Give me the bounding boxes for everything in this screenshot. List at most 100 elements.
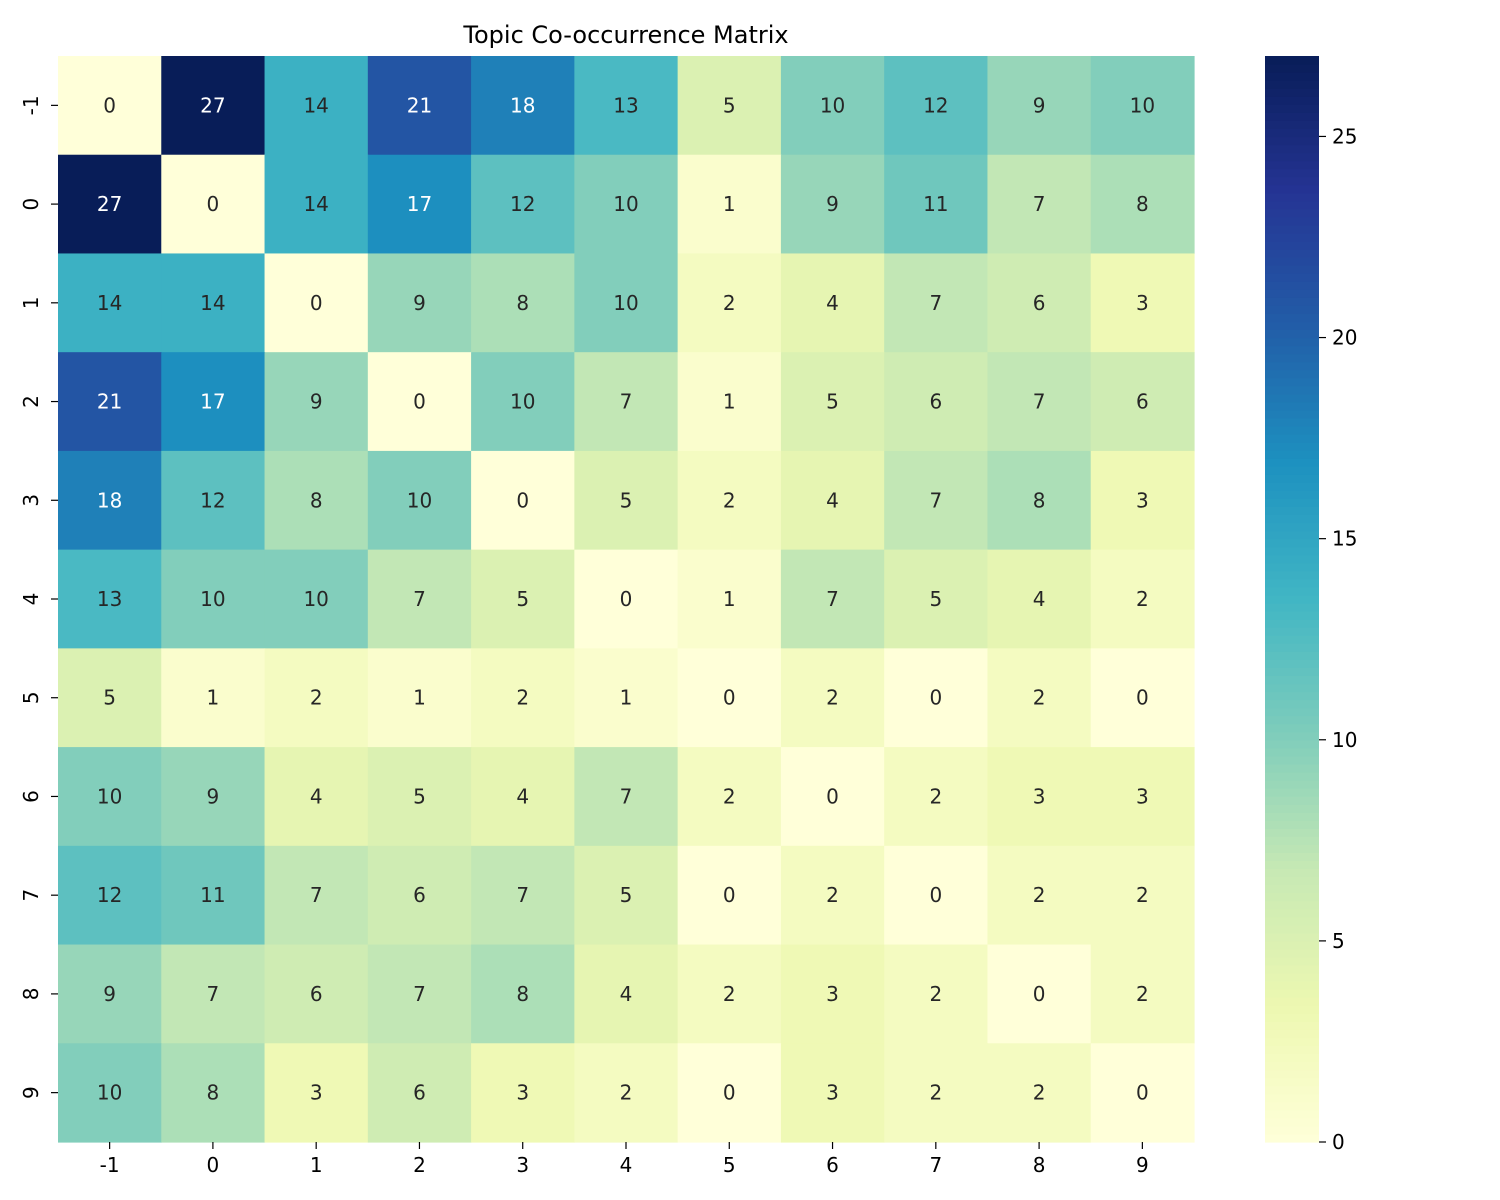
- cell-value-label: 10: [303, 587, 328, 611]
- heatmap-cell: [677, 845, 782, 946]
- colorbar-segment: [1265, 241, 1319, 250]
- colorbar-tick-label: 25: [1332, 124, 1357, 148]
- cell-value-label: 0: [1136, 686, 1149, 710]
- colorbar-segment: [1265, 900, 1319, 910]
- colorbar-segment: [1265, 321, 1319, 331]
- cell-value-label: 10: [510, 390, 535, 414]
- cell-value-label: 4: [516, 784, 529, 808]
- y-tick-label: 0: [19, 198, 43, 211]
- heatmap-cell: [264, 352, 369, 452]
- cell-value-label: 3: [1136, 784, 1149, 808]
- colorbar-segment: [1265, 1101, 1319, 1111]
- heatmap-cell: [780, 747, 885, 847]
- colorbar-tick-label: 5: [1332, 929, 1345, 953]
- colorbar-segment: [1265, 249, 1319, 258]
- heatmap-cells: [58, 56, 1195, 1143]
- cell-value-label: 8: [207, 1081, 220, 1105]
- colorbar-segment: [1265, 1069, 1319, 1079]
- colorbar-segment: [1265, 627, 1319, 636]
- cell-value-label: 8: [516, 291, 529, 315]
- heatmap-cell: [264, 450, 369, 551]
- colorbar-segment: [1265, 932, 1319, 942]
- heatmap-cell: [677, 450, 782, 551]
- y-tick-label: -1: [19, 95, 43, 115]
- heatmap-cell: [471, 845, 575, 946]
- heatmap-cell: [1090, 154, 1195, 255]
- colorbar-segment: [1265, 562, 1319, 572]
- cell-value-label: 9: [413, 291, 426, 315]
- heatmap-cell: [58, 648, 162, 748]
- cell-value-label: 2: [1033, 883, 1046, 907]
- colorbar-segment: [1265, 208, 1319, 218]
- y-tick-label: 2: [19, 395, 43, 408]
- heatmap-cell: [987, 253, 1092, 353]
- heatmap-cell: [471, 944, 575, 1044]
- cell-value-label: 7: [413, 587, 426, 611]
- colorbar-segment: [1265, 1013, 1319, 1022]
- colorbar-segment: [1265, 120, 1319, 129]
- heatmap-cell: [264, 253, 369, 353]
- heatmap-cell: [780, 648, 885, 748]
- heatmap-cell: [884, 648, 989, 748]
- colorbar-segment: [1265, 216, 1319, 226]
- colorbar-segment: [1265, 265, 1319, 274]
- colorbar-segment: [1265, 1125, 1319, 1135]
- colorbar: 0 5 10 15 20 25: [1265, 56, 1357, 1154]
- heatmap-cell: [884, 845, 989, 946]
- cell-value-label: 2: [516, 686, 529, 710]
- cell-value-label: 3: [1033, 784, 1046, 808]
- heatmap-cell: [677, 549, 782, 649]
- heatmap-cell: [574, 1043, 679, 1143]
- cell-value-label: 12: [97, 883, 122, 907]
- heatmap-cell: [574, 747, 679, 847]
- colorbar-segment: [1265, 739, 1319, 749]
- colorbar-tick-label: 10: [1332, 728, 1357, 752]
- cell-value-label: 7: [516, 883, 529, 907]
- heatmap-cell: [1090, 944, 1195, 1044]
- colorbar-segment: [1265, 385, 1319, 395]
- colorbar-segment: [1265, 281, 1319, 290]
- colorbar-segment: [1265, 659, 1319, 668]
- colorbar-segment: [1265, 1109, 1319, 1119]
- colorbar-segment: [1265, 828, 1319, 837]
- cell-value-label: 2: [620, 1081, 633, 1105]
- cell-value-label: 7: [1033, 390, 1046, 414]
- cell-value-label: 1: [207, 686, 220, 710]
- x-tick-label: 0: [207, 1153, 220, 1177]
- heatmap-cell: [987, 56, 1092, 156]
- colorbar-segment: [1265, 418, 1319, 427]
- colorbar-segment: [1265, 184, 1319, 194]
- colorbar-segment: [1265, 434, 1319, 443]
- cell-value-label: 1: [620, 686, 633, 710]
- colorbar-segment: [1265, 401, 1319, 411]
- cell-value-label: 13: [613, 93, 638, 117]
- colorbar-segment: [1265, 611, 1319, 620]
- heatmap-cell: [677, 1043, 782, 1143]
- cell-value-label: 9: [103, 982, 116, 1006]
- colorbar-segment: [1265, 804, 1319, 813]
- colorbar-segment: [1265, 490, 1319, 500]
- heatmap-cell: [677, 154, 782, 255]
- heatmap-cell: [780, 944, 885, 1044]
- colorbar-segment: [1265, 273, 1319, 282]
- cell-value-label: 2: [1136, 982, 1149, 1006]
- cell-value-label: 7: [310, 883, 323, 907]
- heatmap-cell: [677, 352, 782, 452]
- colorbar-segment: [1265, 152, 1319, 162]
- colorbar-segment: [1265, 570, 1319, 580]
- colorbar-segment: [1265, 916, 1319, 926]
- colorbar-segment: [1265, 1061, 1319, 1071]
- cell-value-label: 27: [97, 192, 122, 216]
- heatmap-cell: [367, 352, 472, 452]
- colorbar-segment: [1265, 64, 1319, 73]
- cell-value-label: 0: [826, 784, 839, 808]
- colorbar-segment: [1265, 780, 1319, 789]
- colorbar-segment: [1265, 128, 1319, 138]
- heatmap-cell: [161, 944, 266, 1044]
- heatmap-cell: [367, 154, 472, 255]
- y-tick-label: 8: [19, 988, 43, 1001]
- heatmap-cell: [367, 1043, 472, 1143]
- colorbar-segment: [1265, 56, 1319, 65]
- heatmap-cell: [264, 56, 369, 156]
- colorbar-segment: [1265, 450, 1319, 459]
